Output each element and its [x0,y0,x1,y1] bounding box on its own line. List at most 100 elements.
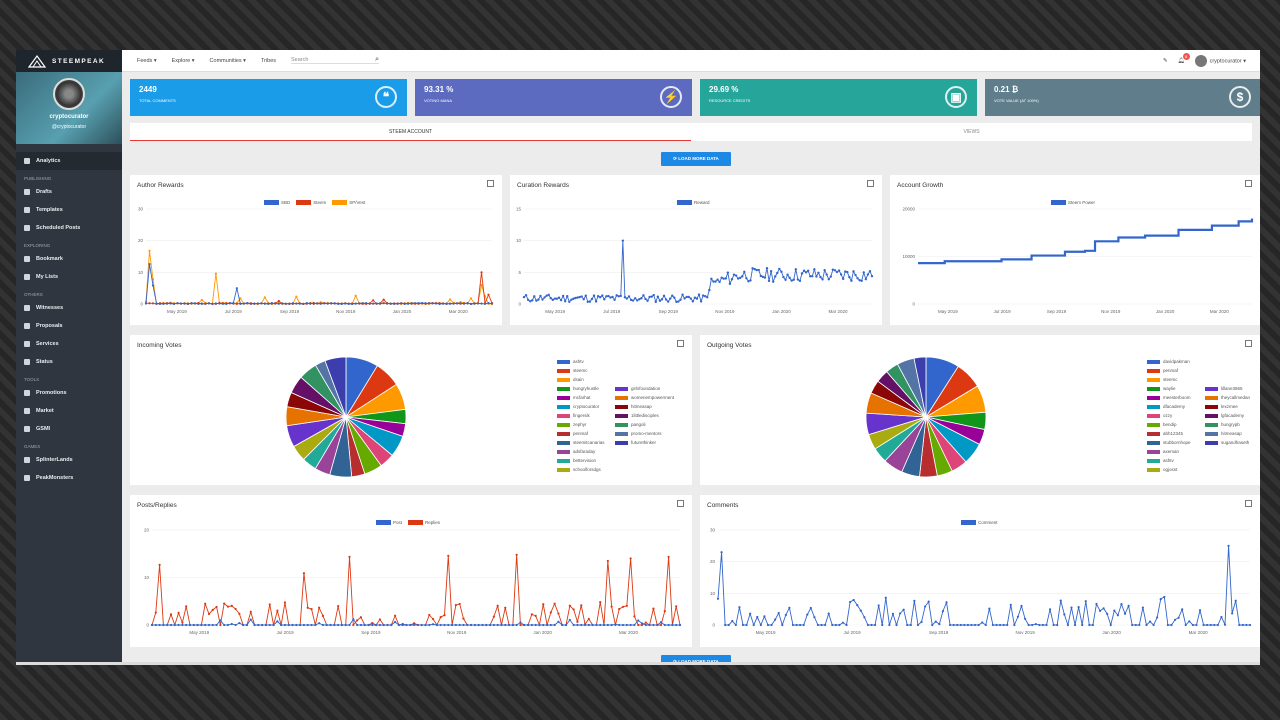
sbd-point[interactable] [162,302,165,305]
sbd-point[interactable] [204,302,207,305]
post-point[interactable] [610,623,613,627]
comment-point[interactable] [1238,623,1241,627]
replies-point[interactable] [629,557,632,560]
post-point[interactable] [173,623,176,627]
comment-point[interactable] [831,623,834,627]
reward-point[interactable] [671,294,674,297]
sidebar-item-status[interactable]: Status [16,353,122,371]
sp-vest-point[interactable] [263,296,266,299]
reward-point[interactable] [586,300,590,304]
reward-point[interactable] [582,298,585,301]
sbd-point[interactable] [459,302,462,305]
sbd-point[interactable] [330,302,333,305]
reward-point[interactable] [704,295,707,298]
pencil-icon[interactable]: ✎ [1163,57,1168,64]
sp-vest-point[interactable] [354,294,357,297]
replies-point[interactable] [640,623,644,627]
post-point[interactable] [526,623,530,627]
reward-point[interactable] [823,269,826,272]
post-point[interactable] [382,623,385,627]
reward-point[interactable] [625,297,629,300]
replies-point[interactable] [219,623,222,627]
replies-point[interactable] [234,607,237,611]
reward-point[interactable] [549,296,552,300]
sbd-point[interactable] [358,302,361,305]
reward-point[interactable] [578,295,581,299]
comment-point[interactable] [1134,623,1137,627]
replies-point[interactable] [572,608,575,611]
post-point[interactable] [466,623,469,627]
reward-point[interactable] [547,293,550,297]
sbd-point[interactable] [452,302,455,305]
pie-legend-item[interactable]: lgfacademy [1205,411,1250,420]
reward-point[interactable] [607,294,610,298]
comment-point[interactable] [1141,606,1144,609]
horizontal-scrollbar[interactable] [16,662,1260,665]
sbd-point[interactable] [326,302,329,305]
reward-point[interactable] [537,298,540,301]
replies-point[interactable] [580,604,583,607]
sbd-point[interactable] [302,302,305,306]
reward-point[interactable] [541,298,544,301]
reward-point[interactable] [864,277,868,281]
reward-point[interactable] [695,297,699,300]
comment-point[interactable] [1016,615,1020,618]
pie-legend-item[interactable]: axeman [1147,447,1191,456]
post-point[interactable] [450,623,454,627]
reward-point[interactable] [636,299,639,302]
reward-point[interactable] [623,296,627,299]
post-point[interactable] [545,623,549,627]
replies-point[interactable] [211,608,214,611]
sbd-point[interactable] [298,302,301,305]
post-point[interactable] [226,623,230,627]
reward-point[interactable] [615,294,618,297]
reward-point[interactable] [584,294,587,297]
post-point[interactable] [443,623,446,627]
replies-point[interactable] [207,612,211,616]
post-point[interactable] [580,623,583,627]
comment-point[interactable] [766,623,770,627]
reward-point[interactable] [543,296,546,299]
replies-point[interactable] [154,611,157,614]
sbd-point[interactable] [427,302,431,305]
reward-point[interactable] [755,268,758,272]
reward-point[interactable] [786,273,789,276]
sbd-point[interactable] [393,302,396,305]
pie-slice[interactable] [324,356,347,418]
comment-point[interactable] [927,600,930,603]
comment-point[interactable] [938,622,941,626]
post-point[interactable] [591,623,594,627]
post-point[interactable] [473,623,476,627]
comment-point[interactable] [752,623,755,627]
reward-point[interactable] [720,276,723,279]
sidebar-item-analytics[interactable]: Analytics [16,152,122,170]
pie-legend-item[interactable]: davidpakman [1147,357,1191,366]
expand-icon[interactable] [677,340,684,347]
comment-point[interactable] [734,623,737,627]
sbd-point[interactable] [193,302,197,305]
reward-point[interactable] [559,298,563,302]
pie-legend-item[interactable]: ozzy [1147,411,1191,420]
replies-point[interactable] [337,604,340,608]
post-point[interactable] [488,623,492,627]
comment-point[interactable] [956,623,959,627]
replies-point[interactable] [204,602,207,605]
pie-legend-item[interactable]: sugandhaseth [1205,438,1250,447]
post-point[interactable] [595,623,598,627]
post-point[interactable] [557,620,560,623]
post-point[interactable] [644,623,647,627]
comment-point[interactable] [959,623,962,627]
comment-point[interactable] [1009,603,1012,606]
comment-point[interactable] [799,623,802,627]
reward-point[interactable] [850,279,853,282]
comment-point[interactable] [916,623,920,627]
sidebar-item-drafts[interactable]: Drafts [16,183,122,201]
avatar[interactable] [53,78,85,110]
post-point[interactable] [177,623,180,627]
comment-point[interactable] [724,623,727,627]
post-point[interactable] [158,623,161,627]
post-point[interactable] [283,623,287,627]
post-point[interactable] [249,618,252,621]
post-point[interactable] [215,623,218,627]
comment-point[interactable] [1166,623,1169,627]
